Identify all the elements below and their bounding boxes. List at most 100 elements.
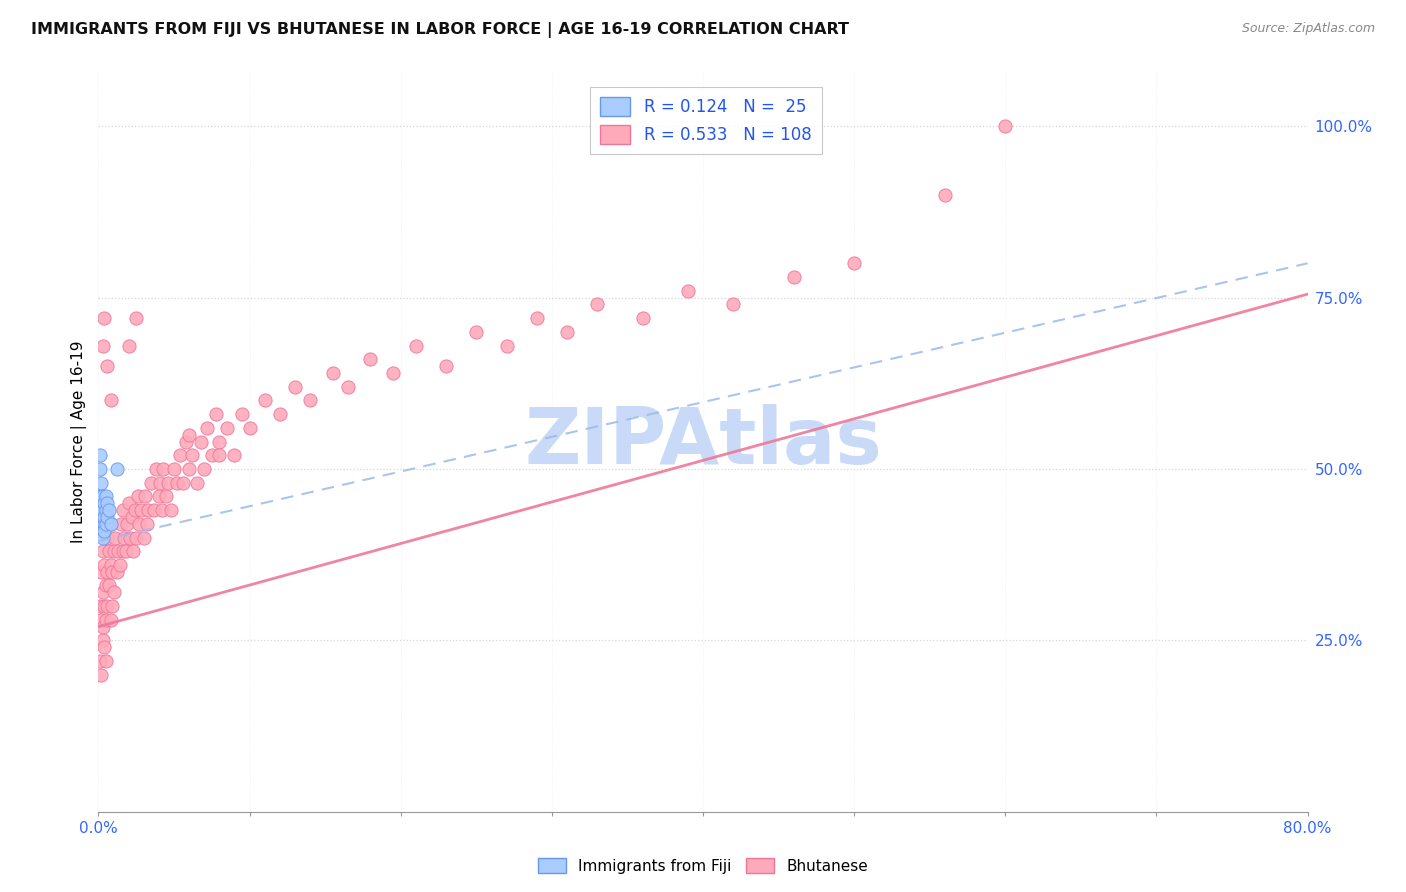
Point [89, 654, 111, 668]
Point [526, 311, 548, 326]
Point [91, 531, 114, 545]
Point [205, 407, 228, 421]
Point [100, 516, 122, 531]
Point [93, 640, 115, 655]
Point [100, 613, 122, 627]
Point [156, 475, 179, 490]
Point [90, 475, 112, 490]
Point [128, 516, 150, 531]
Point [96, 510, 118, 524]
Point [135, 516, 157, 531]
Legend: Immigrants from Fiji, Bhutanese: Immigrants from Fiji, Bhutanese [531, 852, 875, 880]
Point [120, 531, 142, 545]
Point [101, 565, 124, 579]
Point [299, 393, 322, 408]
Point [91, 544, 114, 558]
Point [90, 524, 112, 538]
Point [111, 503, 134, 517]
Point [90, 613, 112, 627]
Point [994, 119, 1017, 133]
Point [143, 503, 166, 517]
Point [94, 489, 117, 503]
Point [112, 531, 135, 545]
Point [224, 448, 246, 462]
Point [253, 393, 276, 408]
Point [105, 565, 128, 579]
Point [94, 578, 117, 592]
Point [208, 434, 231, 449]
Point [90, 565, 112, 579]
Point [94, 613, 117, 627]
Point [336, 380, 359, 394]
Point [91, 633, 114, 648]
Point [115, 516, 138, 531]
Point [94, 516, 117, 531]
Point [555, 325, 578, 339]
Point [98, 503, 121, 517]
Point [96, 531, 118, 545]
Point [125, 311, 148, 326]
Point [150, 503, 173, 517]
Point [136, 503, 159, 517]
Point [179, 427, 201, 442]
Text: Source: ZipAtlas.com: Source: ZipAtlas.com [1241, 22, 1375, 36]
Point [90, 510, 112, 524]
Point [434, 359, 457, 373]
Point [122, 544, 145, 558]
Point [118, 496, 141, 510]
Point [104, 531, 127, 545]
Point [783, 270, 806, 285]
Point [723, 297, 745, 311]
Point [98, 578, 121, 592]
Point [465, 325, 488, 339]
Point [93, 311, 115, 326]
Point [405, 338, 427, 352]
Point [93, 524, 115, 538]
Point [89, 503, 111, 517]
Point [586, 297, 609, 311]
Point [148, 489, 170, 503]
Point [382, 366, 405, 380]
Point [934, 187, 956, 202]
Point [145, 462, 167, 476]
Point [163, 462, 186, 476]
Point [100, 393, 122, 408]
Point [94, 654, 117, 668]
Point [91, 510, 114, 524]
Point [93, 558, 115, 572]
Y-axis label: In Labor Force | Age 16-19: In Labor Force | Age 16-19 [72, 340, 87, 543]
Point [844, 256, 866, 270]
Point [93, 496, 115, 510]
Point [166, 475, 188, 490]
Point [118, 338, 141, 352]
Point [101, 599, 124, 613]
Text: ZIPAtlas: ZIPAtlas [524, 403, 882, 480]
Point [91, 489, 114, 503]
Point [96, 599, 118, 613]
Point [269, 407, 291, 421]
Point [100, 516, 122, 531]
Point [98, 544, 121, 558]
Point [100, 558, 122, 572]
Point [190, 434, 212, 449]
Point [121, 510, 143, 524]
Point [179, 462, 201, 476]
Point [89, 448, 111, 462]
Point [141, 475, 163, 490]
Point [172, 475, 194, 490]
Point [322, 366, 344, 380]
Point [149, 475, 172, 490]
Point [90, 516, 112, 531]
Point [155, 489, 177, 503]
Point [90, 667, 112, 681]
Legend: R = 0.124   N =  25, R = 0.533   N = 108: R = 0.124 N = 25, R = 0.533 N = 108 [591, 87, 821, 154]
Point [124, 503, 146, 517]
Point [89, 599, 111, 613]
Point [152, 462, 174, 476]
Point [89, 489, 111, 503]
Point [93, 510, 115, 524]
Point [195, 421, 218, 435]
Point [201, 448, 224, 462]
Point [193, 462, 215, 476]
Point [127, 489, 149, 503]
